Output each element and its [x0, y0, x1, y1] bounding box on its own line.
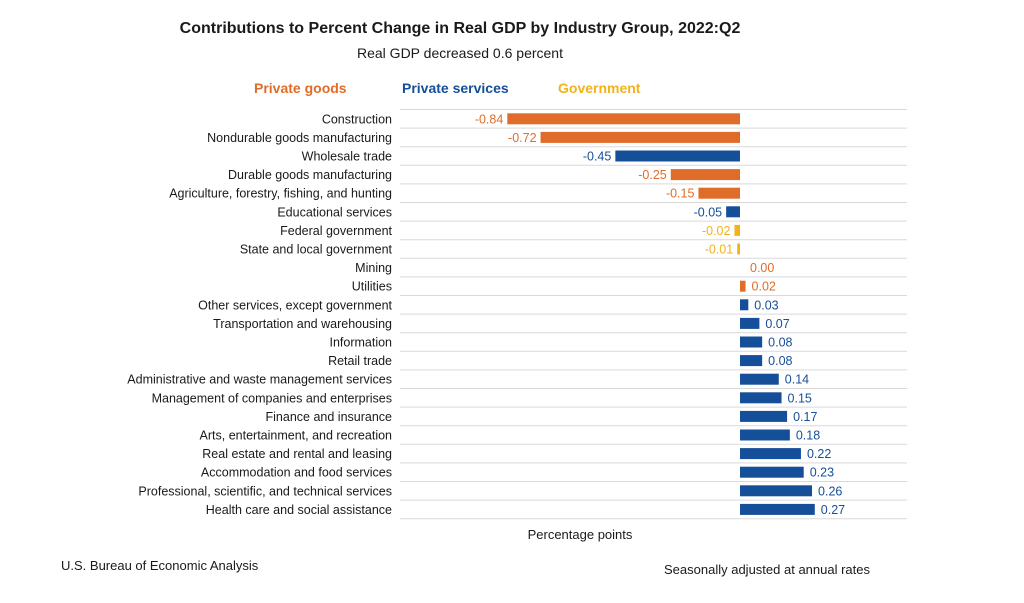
category-label: Wholesale trade	[302, 150, 392, 164]
value-label: 0.14	[785, 373, 809, 387]
value-label: -0.25	[638, 168, 667, 182]
bar	[740, 448, 801, 460]
category-label: Utilities	[352, 280, 392, 294]
x-axis-label: Percentage points	[527, 527, 633, 542]
bar	[740, 317, 760, 329]
bar	[740, 466, 804, 478]
value-label: -0.05	[694, 205, 723, 219]
category-label: State and local government	[240, 243, 393, 257]
bar	[507, 113, 740, 125]
value-label: 0.27	[821, 503, 845, 517]
legend-private-goods: Private goods	[254, 80, 347, 96]
value-label: 0.15	[788, 391, 812, 405]
bar	[670, 169, 740, 181]
value-label: -0.15	[666, 187, 695, 201]
value-label: -0.45	[583, 150, 612, 164]
value-label: 0.07	[765, 317, 789, 331]
value-label: 0.22	[807, 447, 831, 461]
value-label: 0.08	[768, 354, 792, 368]
bar	[740, 485, 813, 497]
value-label: 0.00	[750, 261, 774, 275]
bar	[740, 503, 815, 515]
value-label: -0.02	[702, 224, 731, 238]
value-label: 0.08	[768, 336, 792, 350]
bar	[740, 410, 788, 422]
category-label: Management of companies and enterprises	[152, 391, 392, 405]
value-label: 0.23	[810, 466, 834, 480]
category-label: Information	[329, 336, 392, 350]
category-label: Retail trade	[328, 354, 392, 368]
bar	[740, 336, 763, 348]
category-label: Health care and social assistance	[206, 503, 392, 517]
category-label: Mining	[355, 261, 392, 275]
bar	[740, 355, 763, 367]
value-label: -0.01	[705, 243, 734, 257]
bar	[540, 131, 740, 143]
category-label: Transportation and warehousing	[213, 317, 392, 331]
bar	[615, 150, 740, 162]
source-note: U.S. Bureau of Economic Analysis	[61, 558, 259, 573]
value-label: 0.26	[818, 484, 842, 498]
category-label: Accommodation and food services	[201, 466, 392, 480]
bar	[734, 224, 740, 236]
category-label: Federal government	[280, 224, 392, 238]
category-label: Educational services	[277, 205, 392, 219]
chart-title: Contributions to Percent Change in Real …	[179, 20, 741, 37]
bar	[740, 392, 782, 404]
value-label: 0.03	[754, 298, 778, 312]
bar	[740, 429, 790, 441]
bar	[740, 373, 779, 385]
bar	[740, 299, 749, 311]
category-label: Nondurable goods manufacturing	[207, 131, 392, 145]
value-label: 0.02	[752, 280, 776, 294]
value-label: -0.72	[508, 131, 537, 145]
chart-subtitle: Real GDP decreased 0.6 percent	[357, 45, 563, 61]
category-label: Real estate and rental and leasing	[202, 447, 392, 461]
value-label: 0.18	[796, 429, 820, 443]
category-label: Administrative and waste management serv…	[127, 373, 392, 387]
category-label: Arts, entertainment, and recreation	[200, 429, 393, 443]
bar	[737, 243, 740, 255]
adjustment-note: Seasonally adjusted at annual rates	[664, 562, 870, 577]
category-label: Finance and insurance	[266, 410, 393, 424]
category-label: Professional, scientific, and technical …	[138, 484, 392, 498]
bar	[726, 206, 740, 218]
category-label: Agriculture, forestry, fishing, and hunt…	[169, 187, 392, 201]
legend-government: Government	[558, 80, 641, 96]
value-label: -0.84	[475, 112, 504, 126]
category-label: Other services, except government	[198, 298, 392, 312]
value-label: 0.17	[793, 410, 817, 424]
category-label: Durable goods manufacturing	[228, 168, 392, 182]
category-label: Construction	[322, 112, 392, 126]
bar	[740, 280, 746, 292]
bar	[698, 187, 740, 199]
legend-private-services: Private services	[402, 80, 509, 96]
